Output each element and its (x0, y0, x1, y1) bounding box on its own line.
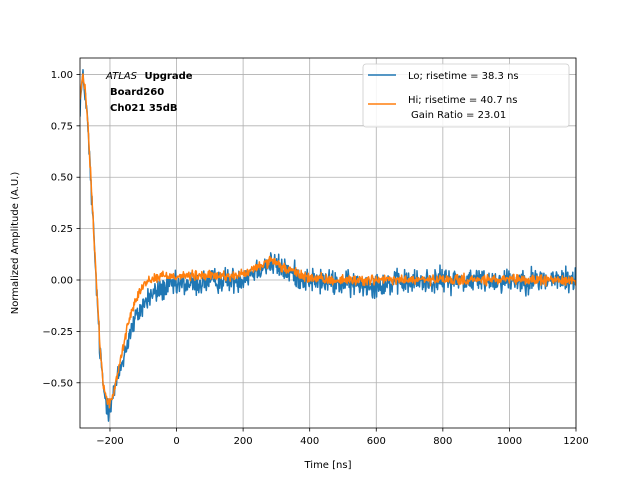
series-hi-line (80, 73, 576, 409)
legend-entry-lo: Lo; risetime = 38.3 ns (408, 71, 519, 82)
legend: Lo; risetime = 38.3 ns Hi; risetime = 40… (362, 63, 570, 128)
plot-frame (79, 57, 577, 429)
x-tick-label: 800 (433, 436, 452, 447)
legend-entry-hi-gain: Gain Ratio = 23.01 (411, 110, 506, 121)
x-tick-label: 1200 (563, 436, 588, 447)
x-tick-label: −200 (96, 436, 123, 447)
y-axis-label: Normalized Amplitude (A.U.) (10, 172, 21, 315)
x-tick-label: 200 (234, 436, 253, 447)
annotation-channel: Ch021 35dB (110, 103, 178, 114)
plot-area (80, 69, 576, 422)
legend-entry-hi: Hi; risetime = 40.7 ns (408, 95, 517, 106)
annotation-board: Board260 (110, 87, 164, 98)
legend-box (362, 63, 570, 128)
y-tick-label: 0.50 (51, 173, 73, 184)
y-tick-label: −0.50 (42, 378, 73, 389)
annotation: ATLAS Upgrade Board260 Ch021 35dB (105, 71, 193, 114)
x-tick-label: 0 (173, 436, 179, 447)
series-lo-line (80, 69, 576, 422)
x-tick-label: 400 (300, 436, 319, 447)
x-tick-label: 600 (367, 436, 386, 447)
annotation-upgrade: Upgrade (144, 71, 192, 82)
y-tick-label: 0.25 (51, 224, 73, 235)
x-tick-label: 1000 (497, 436, 522, 447)
y-tick-label: −0.25 (42, 327, 73, 338)
y-tick-label: 1.00 (51, 70, 73, 81)
y-tick-label: 0.75 (51, 121, 73, 132)
svg-text:ATLAS Upgrade: ATLAS Upgrade (105, 71, 193, 82)
axis-ticks: −200 0 200 400 600 800 1000 1200 −0.50 −0.25 0.00 0… (42, 70, 588, 447)
annotation-atlas: ATLAS (105, 71, 138, 82)
y-tick-label: 0.00 (51, 276, 73, 287)
x-axis-label: Time [ns] (303, 460, 351, 471)
